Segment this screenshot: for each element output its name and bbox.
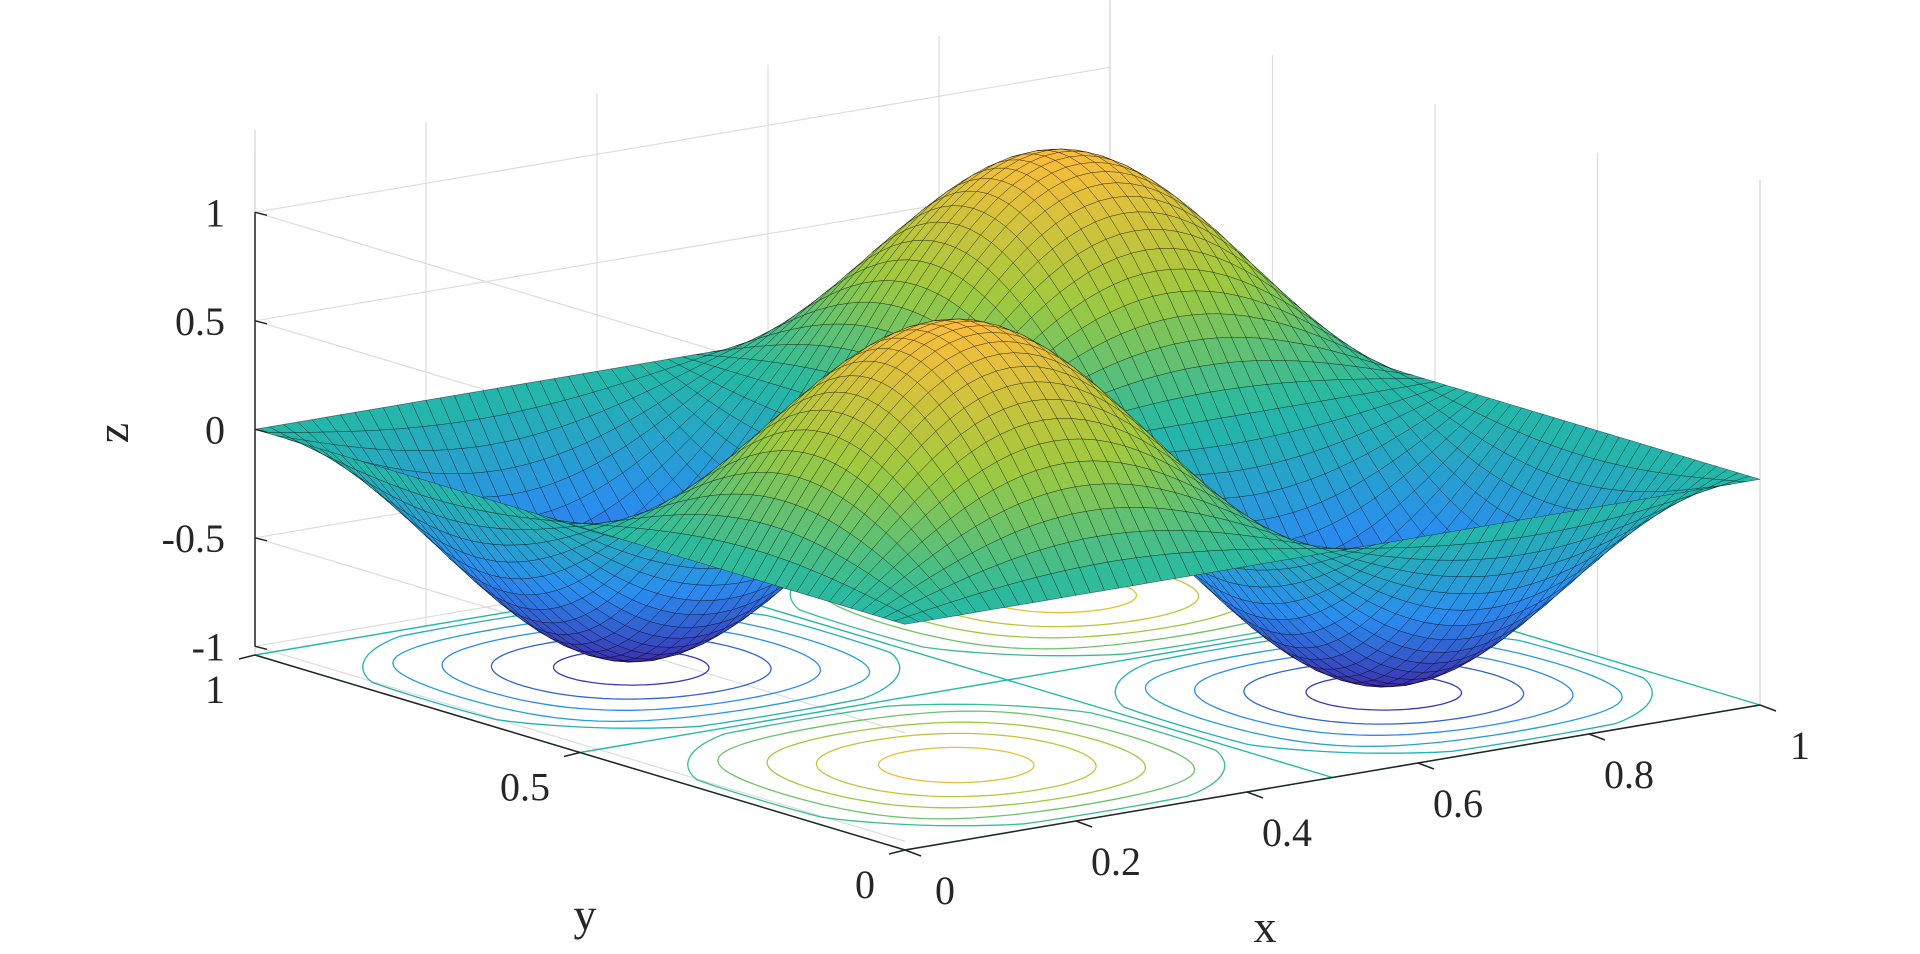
y-tick-label: 1 (205, 667, 225, 712)
y-tick-label: 0.5 (500, 765, 550, 810)
z-tick-label: 0 (205, 407, 225, 452)
z-tick-mark (254, 428, 268, 434)
x-axis-line (904, 704, 1761, 851)
z-tick-mark (254, 537, 268, 542)
x-tick-mark (1759, 704, 1777, 712)
surface-mesh (254, 148, 1761, 688)
z-tick-label: 1 (205, 190, 225, 235)
floor-contour (687, 703, 1226, 827)
x-tick-mark (1075, 820, 1093, 828)
z-tick-label: 0.5 (175, 299, 225, 344)
x-axis-label: x (1254, 901, 1277, 952)
x-tick-mark (1246, 791, 1264, 799)
axes: -1 -0.5 0 0.5 1 0 0.2 0.4 0.6 0.8 1 0 0.5 1 (162, 190, 1810, 913)
floor-contour (766, 721, 1147, 809)
z-axis-label: z (87, 423, 138, 443)
x-tick-label: 1 (1790, 723, 1810, 768)
x-tick-label: 0.2 (1091, 839, 1141, 884)
x-tick-label: 0.6 (1433, 781, 1483, 826)
x-tick-mark (1417, 762, 1435, 770)
y-tick-mark (238, 654, 256, 660)
y-tick-mark (563, 751, 581, 758)
x-tick-label: 0.8 (1604, 752, 1654, 797)
x-tick-mark (1588, 733, 1606, 741)
y-tick-label: 0 (855, 862, 875, 907)
y-tick-mark (888, 849, 906, 855)
z-tick-label: -1 (192, 624, 225, 669)
z-tick-mark (254, 211, 268, 217)
y-axis-label: y (574, 889, 597, 940)
floor-contour (717, 710, 1196, 820)
z-tick-mark (254, 320, 268, 325)
floor-contour (877, 746, 1035, 784)
z-tick-label: -0.5 (162, 516, 225, 561)
surface-patch (1734, 475, 1761, 482)
z-tick-mark (254, 645, 268, 651)
x-tick-mark (904, 849, 922, 857)
x-tick-label: 0.4 (1262, 810, 1312, 855)
floor-contour (815, 732, 1097, 798)
x-tick-label: 0 (935, 868, 955, 913)
